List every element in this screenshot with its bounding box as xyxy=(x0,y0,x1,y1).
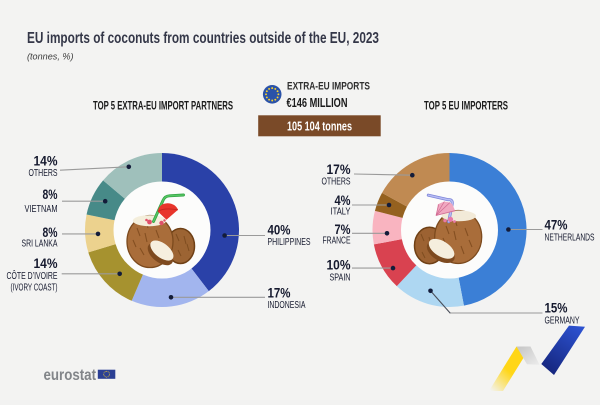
svg-text:8%: 8% xyxy=(43,186,58,202)
svg-text:FRANCE: FRANCE xyxy=(323,236,351,247)
svg-text:(IVORY COAST): (IVORY COAST) xyxy=(11,283,58,294)
svg-text:14%: 14% xyxy=(34,255,58,271)
svg-text:GERMANY: GERMANY xyxy=(545,316,580,327)
svg-text:CÔTE D’IVOIRE: CÔTE D’IVOIRE xyxy=(7,269,58,282)
svg-text:OTHERS: OTHERS xyxy=(322,177,351,188)
svg-text:EXTRA-EU IMPORTS: EXTRA-EU IMPORTS xyxy=(287,81,370,93)
svg-text:ITALY: ITALY xyxy=(331,207,351,218)
svg-text:NETHERLANDS: NETHERLANDS xyxy=(545,233,595,244)
svg-text:eurostat: eurostat xyxy=(44,367,97,384)
svg-text:TOP 5 EU IMPORTERS: TOP 5 EU IMPORTERS xyxy=(424,101,508,113)
svg-text:PHILIPPINES: PHILIPPINES xyxy=(268,237,311,248)
svg-text:17%: 17% xyxy=(268,285,291,301)
svg-text:EU imports of coconuts from co: EU imports of coconuts from countries ou… xyxy=(27,30,379,47)
svg-text:4%: 4% xyxy=(335,192,351,208)
svg-text:€146 MILLION: €146 MILLION xyxy=(287,95,348,110)
svg-text:7%: 7% xyxy=(335,221,351,237)
svg-text:SRI LANKA: SRI LANKA xyxy=(22,239,58,250)
svg-text:SPAIN: SPAIN xyxy=(330,273,351,284)
svg-text:40%: 40% xyxy=(268,222,291,238)
svg-text:TOP 5 EXTRA-EU IMPORT PARTNERS: TOP 5 EXTRA-EU IMPORT PARTNERS xyxy=(93,101,233,113)
svg-text:8%: 8% xyxy=(43,224,58,240)
svg-text:15%: 15% xyxy=(545,299,568,315)
svg-text:OTHERS: OTHERS xyxy=(29,168,58,179)
svg-text:17%: 17% xyxy=(327,161,351,177)
svg-text:14%: 14% xyxy=(34,153,58,169)
svg-text:47%: 47% xyxy=(545,217,568,233)
svg-text:105 104 tonnes: 105 104 tonnes xyxy=(287,119,352,134)
svg-text:VIETNAM: VIETNAM xyxy=(25,204,58,215)
svg-text:INDONESIA: INDONESIA xyxy=(268,300,306,311)
svg-text:10%: 10% xyxy=(327,257,351,273)
svg-text:(tonnes, %): (tonnes, %) xyxy=(27,51,74,62)
